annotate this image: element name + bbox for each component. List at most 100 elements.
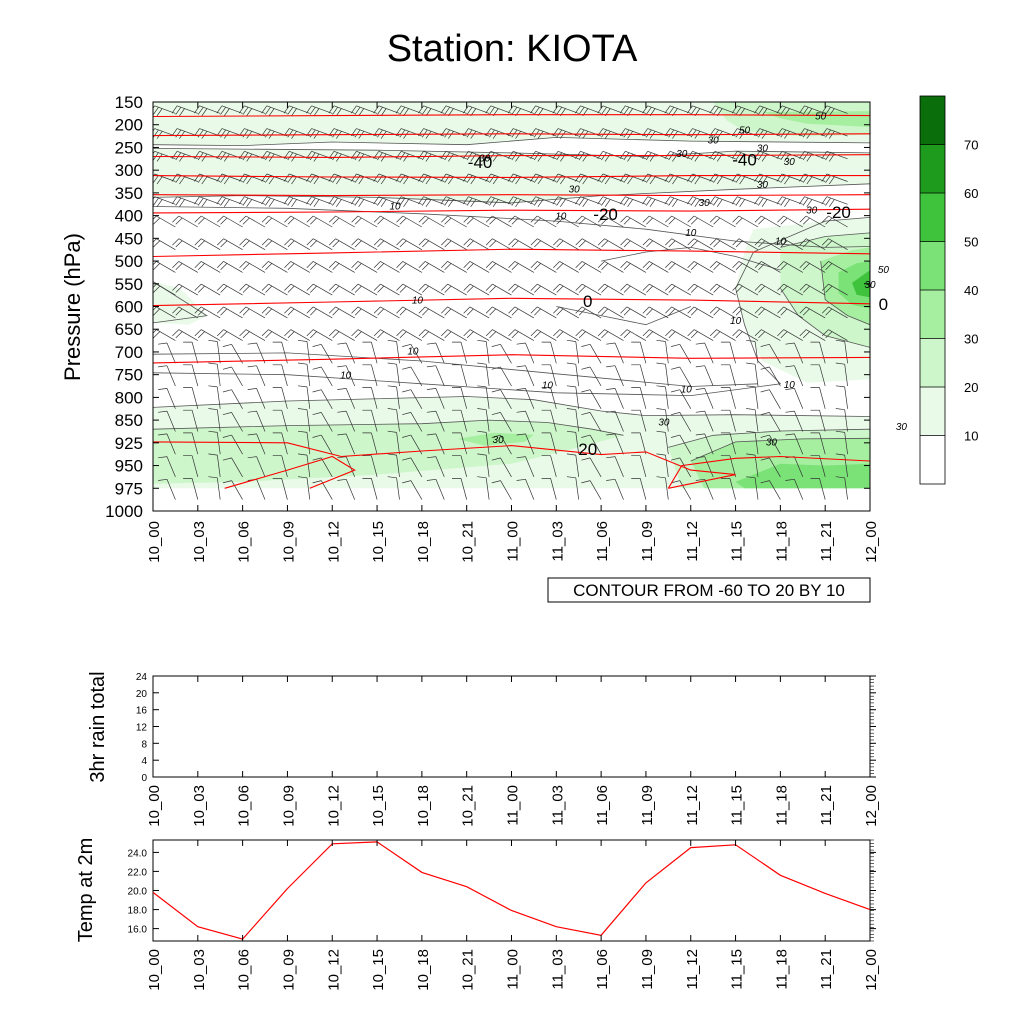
wind-barb (642, 283, 669, 296)
x-tick-label: 11_03 (549, 785, 566, 826)
wind-barb (239, 238, 266, 251)
wind-barb (306, 238, 333, 251)
wind-barb (373, 150, 400, 162)
wind-barb (552, 105, 579, 117)
wind-barb (222, 389, 243, 409)
wind-barb (606, 478, 624, 500)
wind-barb (530, 261, 557, 273)
wind-barb (709, 173, 736, 185)
x-tick-label: 10_12 (325, 785, 342, 827)
wind-barb (606, 433, 624, 455)
wind-barb (631, 409, 647, 432)
x-tick-label: 10_03 (191, 785, 208, 827)
wind-barb (463, 306, 490, 319)
colorbar-box (920, 290, 945, 339)
wind-barb (485, 215, 512, 228)
wind-barb (337, 365, 356, 387)
humidity-contour-label: 10 (775, 237, 787, 248)
wind-barb (272, 455, 288, 477)
wind-barb (785, 433, 804, 455)
wind-barb (283, 105, 310, 117)
contour-info-box (547, 577, 871, 603)
humidity-contour-label: 30 (708, 135, 720, 146)
wind-barb (297, 408, 311, 432)
wind-barb (760, 480, 781, 500)
wind-barb (387, 362, 400, 387)
wind-barb (350, 173, 378, 185)
wind-barb (507, 105, 535, 117)
wind-barb (238, 173, 266, 185)
x-tick-label: 11_12 (684, 949, 701, 990)
wind-barb (777, 306, 803, 319)
wind-barb (208, 453, 221, 477)
wind-barb (821, 128, 848, 139)
wind-barb (238, 105, 266, 117)
wind-barb (194, 150, 221, 162)
y-tick-label: 20 (136, 689, 148, 700)
wind-barb (566, 453, 580, 477)
wind-barb (261, 196, 288, 208)
wind-barb (732, 306, 759, 319)
wind-barb (760, 366, 781, 387)
wind-barb (261, 215, 288, 228)
wind-barb (350, 196, 378, 207)
wind-barb (821, 196, 848, 208)
wind-barb (477, 453, 490, 477)
temp-y-axis-label: Temp at 2m (75, 838, 97, 942)
wind-barb (477, 385, 490, 409)
wind-barb (239, 261, 266, 273)
wind-barb (297, 362, 311, 387)
wind-barb (746, 385, 759, 409)
wind-barb (491, 389, 512, 409)
wind-barb (656, 385, 669, 409)
wind-barb (785, 410, 804, 432)
wind-barb (463, 128, 490, 139)
wind-barb (418, 215, 445, 228)
wind-barb (247, 456, 266, 478)
wind-barb (306, 173, 333, 185)
wind-barb (491, 480, 512, 500)
wind-barb (208, 339, 221, 364)
main-x-tick-label: 11_09 (639, 521, 656, 562)
wind-barb (183, 387, 199, 409)
wind-barb (194, 238, 221, 251)
wind-barb (208, 476, 221, 500)
wind-barb (631, 341, 647, 364)
wind-barb (328, 128, 355, 139)
wind-barb (810, 409, 826, 432)
wind-barb (664, 128, 691, 139)
wind-barb (351, 215, 378, 228)
wind-barb (799, 261, 826, 273)
wind-barb (362, 387, 378, 409)
wind-barb (247, 433, 266, 455)
wind-barb (312, 457, 333, 478)
temperature-contour (224, 455, 356, 489)
wind-barb (597, 196, 624, 208)
humidity-contour (668, 428, 870, 448)
wind-barb (216, 105, 243, 117)
wind-barb (552, 196, 579, 208)
wind-barb (172, 238, 198, 251)
humidity-contour-label: 30 (676, 149, 688, 160)
colorbar-label: 30 (964, 332, 978, 347)
wind-barb (516, 365, 535, 387)
wind-barb (194, 283, 221, 296)
wind-barb (575, 150, 602, 162)
x-tick-label: 11_21 (818, 949, 835, 990)
wind-barb (606, 456, 624, 478)
contour-labels: 50 50 30 30 30 30 30 30 30 30 30 10 10 10 10 50 30 10 10 10… (340, 112, 943, 460)
wind-barb (732, 329, 759, 341)
wind-barb (508, 306, 535, 319)
wind-barb (776, 105, 803, 117)
humidity-band (153, 148, 870, 203)
wind-barb (426, 478, 445, 500)
wind-barb (620, 329, 647, 341)
wind-barb (575, 306, 602, 319)
wind-barb (158, 456, 176, 478)
colorbar-label: 50 (964, 235, 978, 250)
wind-barb (387, 408, 400, 432)
wind-barb (272, 364, 288, 387)
wind-barb (695, 365, 714, 387)
wind-barb (575, 329, 602, 341)
wind-barb (351, 329, 378, 341)
